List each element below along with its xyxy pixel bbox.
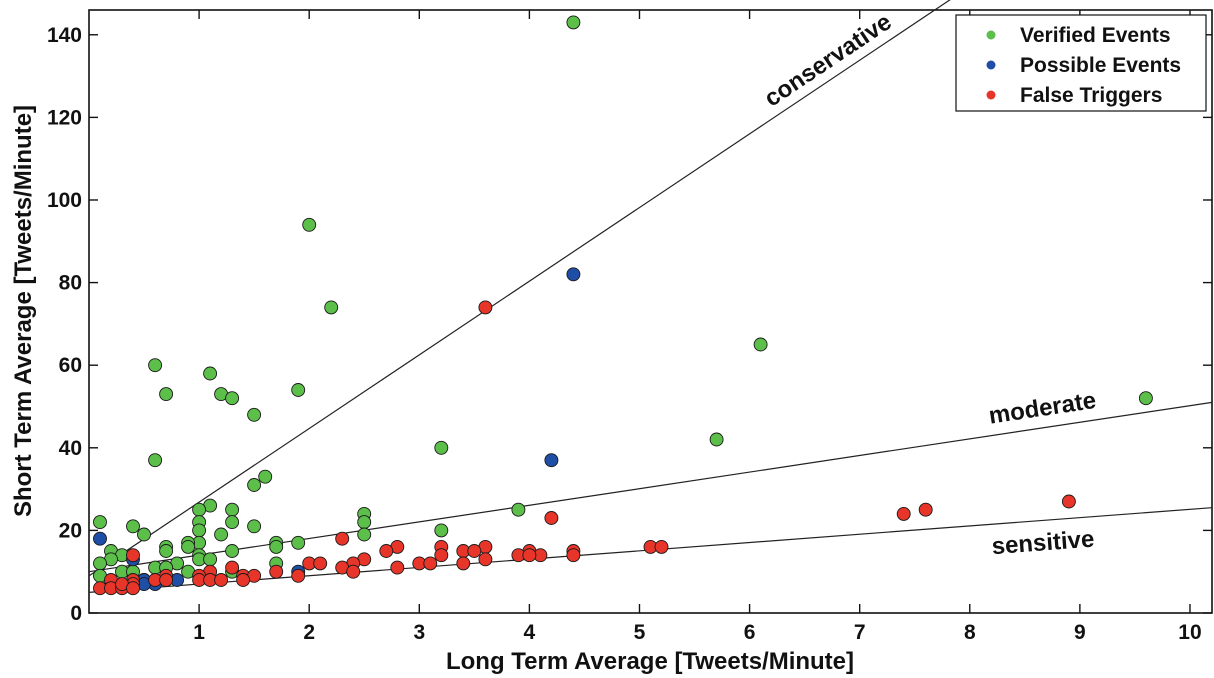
y-tick-label: 20 — [59, 519, 82, 542]
data-point-false-triggers — [478, 300, 493, 315]
data-point-verified-events — [225, 502, 240, 517]
y-tick-label: 40 — [59, 437, 82, 460]
data-point-verified-events — [192, 523, 207, 538]
x-tick-label: 8 — [964, 621, 976, 644]
data-point-verified-events — [148, 453, 163, 468]
x-tick-label: 10 — [1178, 621, 1201, 644]
data-point-false-triggers — [126, 581, 140, 596]
x-tick-label: 3 — [413, 621, 425, 644]
data-point-false-triggers — [313, 556, 328, 571]
legend: Verified Events Possible Events False Tr… — [955, 14, 1207, 112]
data-point-verified-events — [709, 432, 724, 447]
data-point-verified-events — [324, 300, 339, 315]
series-false-triggers — [93, 300, 1076, 596]
data-point-false-triggers — [379, 544, 394, 558]
data-point-false-triggers — [225, 560, 240, 575]
y-tick-label: 140 — [47, 24, 82, 47]
legend-marker-possible-events — [986, 60, 996, 70]
x-tick-label: 2 — [303, 621, 315, 644]
data-point-false-triggers — [544, 511, 559, 525]
y-tick-label: 80 — [59, 272, 82, 295]
data-point-false-triggers — [566, 548, 581, 563]
data-point-false-triggers — [390, 560, 405, 575]
x-tick-label: 4 — [524, 621, 536, 644]
data-points — [93, 15, 1153, 596]
data-point-verified-events — [225, 544, 240, 558]
y-tick-label: 0 — [70, 602, 82, 625]
data-point-verified-events — [434, 440, 449, 455]
data-point-verified-events — [225, 515, 240, 530]
x-tick-label: 1 — [193, 621, 205, 644]
legend-label-false-triggers: False Triggers — [1020, 84, 1162, 107]
data-point-false-triggers — [126, 548, 140, 563]
data-point-false-triggers — [423, 556, 438, 571]
legend-marker-false-triggers — [986, 90, 996, 100]
data-point-false-triggers — [456, 556, 471, 571]
x-tick-label: 5 — [634, 621, 646, 644]
threshold-line-conservative — [88, 0, 951, 577]
data-point-verified-events — [214, 527, 229, 542]
x-axis-title: Long Term Average [Tweets/Minute] — [446, 648, 854, 675]
data-point-verified-events — [93, 515, 107, 530]
data-point-verified-events — [93, 556, 107, 571]
legend-marker-verified-events — [986, 30, 996, 40]
data-point-verified-events — [291, 383, 306, 397]
data-point-verified-events — [247, 478, 262, 492]
data-point-false-triggers — [434, 548, 449, 563]
data-point-false-triggers — [467, 544, 482, 558]
series-possible-events — [93, 267, 581, 592]
data-point-verified-events — [753, 337, 768, 352]
data-point-false-triggers — [478, 552, 493, 567]
data-point-verified-events — [159, 387, 174, 402]
data-point-false-triggers — [918, 502, 933, 517]
data-point-false-triggers — [346, 564, 361, 579]
data-point-verified-events — [434, 523, 449, 538]
data-point-verified-events — [159, 544, 174, 558]
data-point-verified-events — [511, 502, 526, 517]
data-point-false-triggers — [159, 573, 174, 587]
data-point-possible-events — [566, 267, 581, 282]
data-point-verified-events — [302, 217, 317, 232]
y-tick-label: 60 — [59, 354, 82, 377]
data-point-verified-events — [258, 469, 273, 484]
data-point-false-triggers — [269, 564, 284, 579]
data-point-false-triggers — [236, 573, 251, 587]
data-point-verified-events — [1138, 391, 1153, 406]
data-point-verified-events — [181, 539, 196, 554]
data-point-verified-events — [137, 527, 151, 542]
legend-label-verified-events: Verified Events — [1020, 24, 1171, 47]
data-point-false-triggers — [654, 539, 669, 554]
data-point-possible-events — [93, 531, 107, 546]
x-tick-label: 6 — [744, 621, 756, 644]
data-point-verified-events — [566, 15, 581, 30]
data-point-verified-events — [247, 519, 262, 534]
y-tick-label: 100 — [47, 189, 82, 212]
data-point-verified-events — [357, 515, 372, 530]
data-point-verified-events — [203, 366, 218, 381]
data-point-verified-events — [225, 391, 240, 406]
data-point-false-triggers — [291, 568, 306, 583]
data-point-verified-events — [148, 358, 163, 373]
x-tick-label: 9 — [1074, 621, 1086, 644]
y-axis-title: Short Term Average [Tweets/Minute] — [10, 105, 37, 517]
x-tick-label: 7 — [854, 621, 866, 644]
legend-label-possible-events: Possible Events — [1020, 54, 1181, 77]
data-point-possible-events — [544, 453, 559, 468]
data-point-false-triggers — [214, 573, 229, 587]
data-point-false-triggers — [522, 548, 537, 563]
data-point-false-triggers — [335, 531, 350, 546]
data-point-verified-events — [291, 535, 306, 550]
y-axis: 0 20 40 60 80 100 120 140 — [47, 24, 1212, 625]
data-point-verified-events — [357, 527, 372, 542]
data-point-verified-events — [203, 552, 218, 567]
data-point-verified-events — [126, 519, 140, 534]
y-tick-label: 120 — [47, 106, 82, 129]
data-point-verified-events — [269, 539, 284, 554]
data-point-false-triggers — [896, 506, 911, 521]
legend-box — [955, 14, 1207, 112]
data-point-false-triggers — [1061, 494, 1076, 509]
data-point-verified-events — [247, 407, 262, 422]
data-point-verified-events — [192, 502, 207, 517]
